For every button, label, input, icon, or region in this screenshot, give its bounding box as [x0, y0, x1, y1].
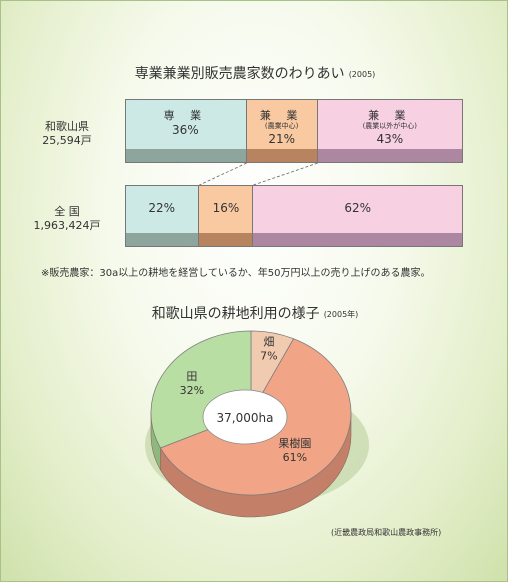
row-label-wakayama: 和歌山県 25,594戸 — [19, 120, 115, 148]
pie-label-name-2: 田 — [186, 370, 197, 383]
bar-national: 22% 16% 62% — [125, 185, 463, 247]
bar-segment-wakayama-full-time: 専 業 36% — [125, 99, 247, 149]
data-label-national-part-farming: 16% — [212, 201, 240, 215]
source-credit: (近畿農政局和歌山農政事務所) — [331, 528, 442, 537]
connector-line-2 — [253, 162, 318, 186]
pie-chart-title-text: 和歌山県の耕地利用の様子 — [151, 306, 320, 322]
bar-shadow-wakayama-full-time — [125, 149, 247, 163]
bar-shadow-wakayama-part-nonfarming — [317, 149, 463, 163]
connector-line-1 — [199, 162, 247, 186]
bar-segment-wakayama-part-farming: 兼 業 (農業中心) 21% — [246, 99, 318, 149]
bar-chart-title-year: (2005) — [348, 69, 376, 79]
data-label-national-part-nonfarming: 62% — [344, 201, 372, 215]
bar-connector-lines — [199, 162, 318, 186]
bar-segment-wakayama-part-nonfarming: 兼 業 (農業以外が中心) 43% — [317, 99, 463, 149]
data-label-wakayama-part-farming: 21% — [268, 132, 295, 146]
segment-name-part-farming: 兼 業 — [259, 109, 304, 122]
row-label-wakayama-count: 25,594戸 — [42, 134, 92, 147]
bar-shadow-wakayama-part-farming — [246, 149, 318, 163]
bar-chart-title-text: 専業兼業別販売農家数のわりあい — [134, 66, 345, 82]
bar-chart-title: 専業兼業別販売農家数のわりあい (2005) — [1, 63, 508, 83]
footnote: ※販売農家：30a以上の耕地を経営しているか、年50万円以上の売り上げのある農家… — [41, 268, 431, 279]
data-label-wakayama-full-time: 36% — [172, 123, 199, 137]
pie-center-hole — [202, 389, 288, 445]
bar-shadow-national-part-farming — [199, 233, 254, 247]
data-label-wakayama-part-nonfarming: 43% — [376, 132, 404, 146]
row-label-national: 全 国 1,963,424戸 — [19, 205, 115, 233]
pie-chart-title: 和歌山県の耕地利用の様子 (2005年) — [1, 303, 508, 323]
data-label-national-full-time: 22% — [148, 201, 176, 215]
bar-shadow-national-part-nonfarming — [253, 233, 463, 247]
pie-label-name-1: 果樹園 — [278, 437, 311, 450]
pie-chart-title-year: (2005年) — [323, 309, 359, 319]
bar-segment-national-part-nonfarming: 62% — [253, 185, 463, 233]
pie-center-label: 37,000ha — [217, 411, 274, 425]
bar-wakayama: 専 業 36% 兼 業 (農業中心) 21% 兼 業 (農業以外が中心) 43% — [125, 99, 463, 163]
pie-label-value-0: 7% — [260, 349, 277, 362]
bar-shadow-national-full-time — [125, 233, 200, 247]
row-label-national-name: 全 国 — [54, 205, 80, 218]
bar-segment-national-part-farming: 16% — [199, 185, 254, 233]
segment-sub-part-farming: (農業中心) — [264, 122, 299, 130]
segment-name-full-time: 専 業 — [163, 109, 208, 122]
pie-label-value-1: 61% — [283, 451, 307, 464]
pie-label-value-2: 32% — [180, 384, 204, 397]
segment-sub-part-nonfarming: (農業以外が中心) — [362, 122, 418, 130]
bar-segment-national-full-time: 22% — [125, 185, 200, 233]
segment-name-part-nonfarming: 兼 業 — [368, 109, 412, 122]
row-label-national-count: 1,963,424戸 — [33, 219, 101, 232]
row-label-wakayama-name: 和歌山県 — [45, 120, 89, 133]
pie-label-name-0: 畑 — [263, 335, 274, 348]
